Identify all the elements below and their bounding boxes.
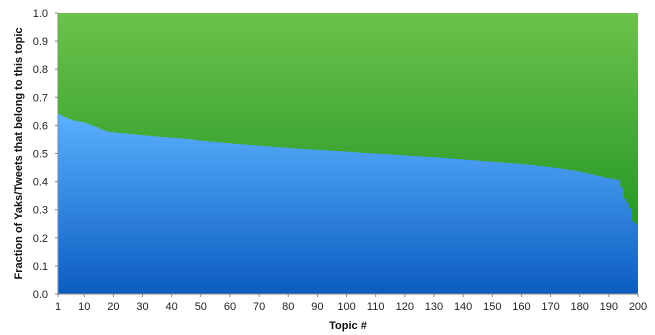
x-tick-label: 100 xyxy=(337,301,355,313)
y-tick-label: 0.0 xyxy=(33,289,48,301)
y-axis-title: Fraction of Yaks/Tweets that belong to t… xyxy=(13,27,25,279)
y-tick-label: 0.1 xyxy=(33,261,48,273)
x-tick-label: 10 xyxy=(78,301,90,313)
x-tick-label: 1 xyxy=(55,301,61,313)
axes xyxy=(55,12,639,297)
x-tick-label: 30 xyxy=(136,301,148,313)
y-tick-label: 1.0 xyxy=(33,8,48,20)
x-tick-label: 110 xyxy=(367,301,385,313)
plot-area xyxy=(58,13,638,294)
x-tick-label: 120 xyxy=(396,301,414,313)
x-tick-label: 80 xyxy=(282,301,294,313)
x-tick-label: 60 xyxy=(224,301,236,313)
x-tick-label: 190 xyxy=(600,301,618,313)
y-tick-labels: 0.0 0.1 0.2 0.3 0.4 0.5 0.6 0.7 0.8 0.9 1.0 xyxy=(33,8,48,301)
y-tick-label: 0.6 xyxy=(33,120,48,132)
x-tick-label: 70 xyxy=(253,301,265,313)
x-tick-label: 40 xyxy=(166,301,178,313)
x-tick-labels: 1 10 20 30 40 50 60 70 80 90 100 110 120 130 140 150 160… xyxy=(55,301,647,313)
y-tick-label: 0.2 xyxy=(33,233,48,245)
y-tick-label: 0.4 xyxy=(33,177,48,189)
x-tick-label: 160 xyxy=(512,301,530,313)
x-tick-label: 20 xyxy=(107,301,119,313)
x-tick-label: 200 xyxy=(629,301,647,313)
x-tick-label: 180 xyxy=(571,301,589,313)
y-tick-label: 0.5 xyxy=(33,149,48,161)
x-tick-label: 50 xyxy=(195,301,207,313)
y-tick-label: 0.8 xyxy=(33,64,48,76)
x-tick-label: 130 xyxy=(425,301,443,313)
y-tick-label: 0.9 xyxy=(33,36,48,48)
x-tick-label: 90 xyxy=(311,301,323,313)
x-axis-title: Topic # xyxy=(329,320,367,332)
blue-area xyxy=(58,114,638,294)
x-tick-label: 150 xyxy=(483,301,501,313)
y-tick-label: 0.3 xyxy=(33,205,48,217)
x-tick-label: 140 xyxy=(454,301,472,313)
y-tick-label: 0.7 xyxy=(33,92,48,104)
x-tick-label: 170 xyxy=(541,301,559,313)
